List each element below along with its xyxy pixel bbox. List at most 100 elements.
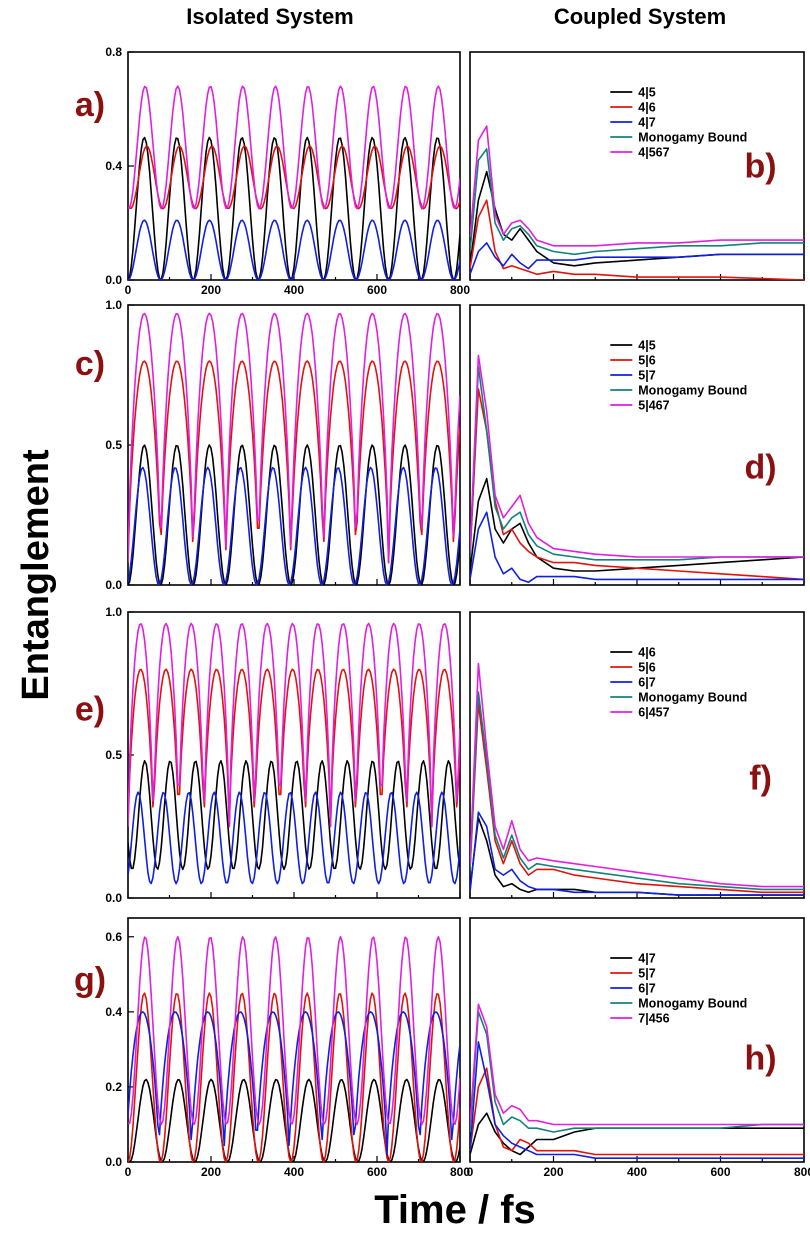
series-line-f-teal [470,691,804,891]
y-tick-label: 0.4 [105,159,122,173]
series-line-f-magenta [470,662,804,888]
series-line-b-magenta [470,125,804,247]
series-line-a-black [128,136,460,280]
series-line-c-black [128,444,460,585]
panel-a: 0 200 400 600 800 0.0 0.4 0.8 a) [75,45,470,297]
series-line-f-blue [470,811,804,896]
panel-label-a: a) [75,86,105,124]
legend-entry: Monogamy Bound [638,131,747,145]
legend-entry: 5|6 [638,661,655,675]
x-tick-label: 400 [284,283,304,297]
x-tick-label: 400 [284,1165,304,1179]
legend-entry: Monogamy Bound [638,997,747,1011]
series-line-b-red [470,199,804,280]
series-line-h-blue [470,1041,804,1159]
y-tick-label: 0.2 [105,1080,122,1094]
x-tick-label: 200 [201,283,221,297]
y-tick-label: 0.0 [105,578,122,592]
series-line-h-red [470,1067,804,1156]
series-line-d-teal [470,365,804,561]
x-tick-label: 400 [627,1165,647,1179]
panel-label-f: f) [749,759,772,797]
panel-label-c: c) [75,345,105,383]
legend-entry: 4|7 [638,116,655,130]
legend-entry: Monogamy Bound [638,691,747,705]
plot-frame-e [127,611,461,899]
legend-entry: 4|7 [638,952,655,966]
series-line-d-magenta [470,354,804,558]
x-tick-label: 200 [543,1165,563,1179]
y-tick-label: 0.0 [105,1155,122,1169]
series-line-e-blue [128,791,460,885]
legend-entry: 5|7 [638,369,655,383]
y-tick-label: 0.8 [105,45,122,59]
series-line-g-magenta [128,935,460,1126]
legend-entry: 4|6 [638,646,655,660]
y-axis-label: Entanglement [15,449,57,701]
series-line-b-black [470,170,804,267]
y-tick-label: 0.6 [105,930,122,944]
series-line-d-blue [470,511,804,584]
x-tick-label: 0 [125,1165,132,1179]
coupled-column-title: Coupled System [554,4,726,29]
panel-label-b: b) [745,147,777,185]
legend-entry: 7|456 [638,1012,669,1026]
series-line-h-magenta [470,1003,804,1126]
series-line-c-magenta [128,312,460,564]
y-tick-label: 0.0 [105,273,122,287]
series-line-e-red [128,668,460,828]
legend-entry: 5|7 [638,967,655,981]
legend-entry: 4|5 [638,339,655,353]
series-line-g-blue [128,1011,460,1156]
isolated-column-title: Isolated System [186,4,354,29]
legend-entry: 6|7 [638,676,655,690]
series-line-f-red [470,702,804,894]
y-tick-label: 1.0 [105,605,122,619]
x-tick-label: 800 [450,283,470,297]
legend-entry: 6|7 [638,982,655,996]
series-line-b-teal [470,148,804,256]
x-tick-label: 800 [450,1165,470,1179]
panel-e: 0.0 0.5 1.0 e) [75,605,461,905]
legend-entry: 6|457 [638,706,669,720]
y-tick-label: 0.4 [105,1005,122,1019]
panel-c: 0.0 0.5 1.0 c) [75,298,461,592]
x-tick-label: 0 [467,1165,474,1179]
plot-frame-f [469,611,805,899]
legend-entry: Monogamy Bound [638,384,747,398]
x-tick-label: 600 [367,1165,387,1179]
y-tick-label: 0.5 [105,438,122,452]
panel-label-e: e) [75,691,105,729]
panel-label-g: g) [74,961,106,999]
x-tick-label: 600 [710,1165,730,1179]
series-line-h-teal [470,1010,804,1133]
legend-entry: 4|567 [638,146,669,160]
series-line-g-black [128,1078,460,1162]
panel-label-h: h) [745,1039,777,1077]
panel-g: 0 200 400 600 800 0.0 0.2 0.4 0.6 g) [74,917,470,1179]
legend-entry: 4|5 [638,86,655,100]
series-line-a-blue [128,219,460,280]
y-tick-label: 0.0 [105,891,122,905]
series-line-h-black [470,1112,804,1156]
legend-entry: 5|6 [638,354,655,368]
x-tick-label: 800 [794,1165,810,1179]
x-tick-label: 0 [125,283,132,297]
series-line-a-red [128,145,460,210]
y-tick-label: 0.5 [105,748,122,762]
y-tick-label: 1.0 [105,298,122,312]
series-line-c-blue [128,466,460,585]
series-line-b-blue [470,242,804,275]
x-tick-label: 200 [201,1165,221,1179]
x-axis-label: Time / fs [374,1188,536,1232]
series-line-g-red [128,992,460,1162]
series-line-e-magenta [128,622,460,828]
series-line-e-black [128,759,460,871]
panel-label-d: d) [745,449,777,487]
